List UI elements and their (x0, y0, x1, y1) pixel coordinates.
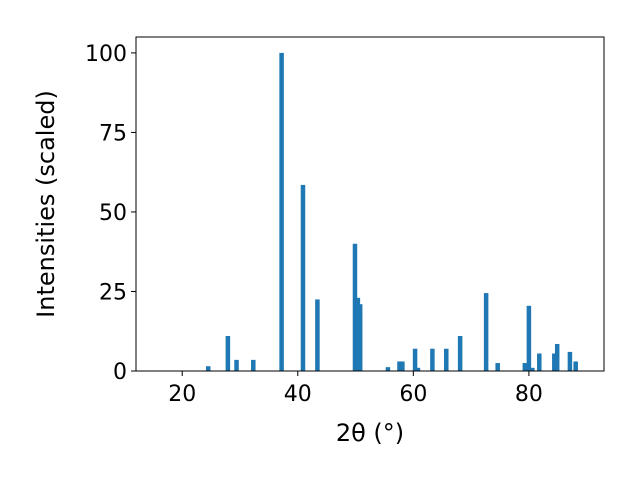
bar-26 (567, 351, 573, 371)
bar-25 (554, 343, 560, 371)
bar-8 (355, 297, 361, 371)
bar-23 (537, 353, 542, 371)
bar-4 (279, 52, 284, 372)
plot-frame (135, 36, 605, 372)
x-axis-label: 2θ (°) (336, 419, 404, 447)
bar-series (205, 52, 578, 372)
bar-7 (352, 243, 358, 371)
bar-14 (415, 367, 421, 371)
y-axis-label: Intensities (scaled) (32, 90, 60, 318)
bar-10 (385, 367, 391, 371)
y-tick-label: 0 (113, 360, 127, 385)
x-tick-label: 60 (399, 382, 427, 407)
y-tick-label: 75 (99, 121, 127, 146)
bar-24 (552, 353, 557, 371)
bar-2 (234, 359, 239, 371)
bar-11 (397, 361, 402, 371)
bar-20 (522, 363, 528, 371)
x-tick-label: 80 (515, 382, 543, 407)
x-tick-label: 40 (284, 382, 312, 407)
y-tick-label: 100 (85, 42, 127, 67)
bar-9 (357, 304, 363, 371)
bar-0 (205, 366, 211, 371)
bar-15 (430, 348, 435, 371)
bar-19 (495, 363, 500, 371)
bar-5 (300, 184, 306, 371)
bar-18 (483, 293, 489, 371)
bar-6 (315, 299, 320, 371)
bar-21 (526, 305, 532, 371)
y-tick-label: 50 (99, 201, 127, 226)
x-tick-label: 20 (168, 382, 196, 407)
bar-17 (457, 336, 463, 371)
bar-22 (530, 367, 535, 371)
bar-27 (573, 361, 578, 371)
bar-13 (412, 348, 418, 371)
bar-3 (251, 359, 256, 371)
bar-12 (400, 361, 405, 371)
bar-16 (444, 348, 449, 371)
y-tick-label: 25 (99, 280, 127, 305)
axis-ticks: 20 40 60 80 0 25 50 75 100 (85, 42, 543, 407)
bar-1 (225, 336, 231, 371)
